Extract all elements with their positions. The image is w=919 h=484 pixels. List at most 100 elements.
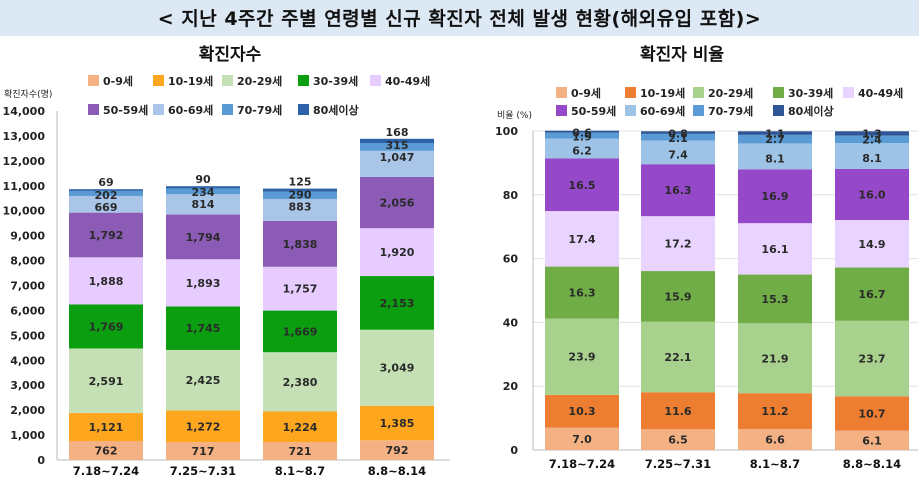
y-tick-label: 10,000	[3, 205, 46, 218]
bar-segment	[545, 211, 619, 267]
data-label: 7.0	[572, 433, 592, 446]
y-tick-label: 0	[37, 454, 45, 467]
bar-segment	[69, 212, 143, 258]
data-label: 168	[386, 126, 409, 139]
legend-swatch	[298, 75, 309, 86]
legend-label: 40-49세	[858, 86, 903, 100]
y-axis-label: 비율 (%)	[497, 110, 532, 121]
data-label: 17.2	[664, 238, 691, 251]
data-label: 0.8	[668, 127, 688, 140]
data-label: 16.7	[858, 288, 885, 301]
y-tick-label: 13,000	[3, 130, 46, 143]
bar-segment	[263, 188, 337, 192]
bar-segment	[166, 306, 240, 350]
bar-segment	[835, 430, 909, 450]
data-label: 17.4	[568, 233, 595, 246]
data-label: 1.1	[765, 127, 785, 140]
y-axis-label: 확진자수(명)	[4, 88, 52, 100]
legend-swatch	[88, 104, 99, 115]
data-label: 16.9	[761, 190, 788, 203]
bar-segment	[835, 168, 909, 221]
bar-segment	[835, 135, 909, 144]
y-tick-label: 9,000	[10, 230, 45, 243]
legend-label: 80세이상	[313, 103, 359, 117]
data-label: 11.2	[761, 405, 788, 418]
bar-segment	[360, 276, 434, 330]
bar-segment	[545, 130, 619, 133]
bar-segment	[166, 259, 240, 307]
y-tick-label: 60	[503, 253, 519, 266]
bar-segment	[69, 348, 143, 414]
legend-label: 30-39세	[313, 74, 358, 88]
bar-segment	[545, 138, 619, 159]
legend-label: 30-39세	[788, 86, 833, 100]
data-label: 2.4	[862, 133, 882, 146]
data-label: 2,380	[283, 376, 318, 389]
y-tick-label: 5,000	[10, 329, 45, 342]
data-label: 2.7	[765, 133, 785, 146]
bar-segment	[641, 131, 715, 134]
legend-label: 10-19세	[168, 74, 213, 88]
x-tick-label: 7.25~7.31	[170, 464, 236, 478]
data-label: 1,794	[186, 231, 221, 244]
bar-segment	[545, 132, 619, 139]
x-tick-label: 7.18~7.24	[73, 464, 139, 478]
legend-swatch	[153, 104, 164, 115]
legend-label: 80세이상	[788, 104, 834, 118]
bar-segment	[641, 392, 715, 430]
data-label: 11.6	[664, 405, 691, 418]
bar-segment	[69, 441, 143, 460]
data-label: 2.1	[668, 132, 688, 145]
bar-segment	[641, 140, 715, 165]
legend-label: 50-59세	[571, 104, 616, 118]
data-label: 16.1	[761, 243, 788, 256]
bar-segment	[263, 310, 337, 353]
y-tick-label: 7,000	[10, 280, 45, 293]
data-label: 1,669	[283, 325, 318, 338]
y-tick-label: 4,000	[10, 354, 45, 367]
bar-segment	[835, 320, 909, 397]
legend-swatch	[693, 87, 704, 98]
data-label: 721	[289, 445, 312, 458]
bar-segment	[738, 169, 812, 224]
chart-title: 확진자수	[199, 45, 262, 65]
data-label: 1,769	[89, 320, 124, 333]
y-tick-label: 40	[503, 316, 519, 329]
bar-segment	[69, 413, 143, 442]
bar-segment	[263, 266, 337, 311]
legend-swatch	[556, 105, 567, 116]
bar-segment	[166, 410, 240, 443]
bar-segment	[738, 143, 812, 170]
data-label: 16.3	[568, 287, 595, 300]
data-label: 669	[95, 201, 118, 214]
data-label: 3,049	[380, 362, 415, 375]
bar-segment	[360, 138, 434, 143]
data-label: 1,893	[186, 277, 221, 290]
bar-segment	[263, 411, 337, 443]
legend-label: 20-29세	[237, 74, 282, 88]
data-label: 315	[386, 139, 409, 152]
data-label: 125	[289, 176, 312, 189]
data-label: 90	[195, 173, 211, 186]
bar-segment	[738, 428, 812, 450]
data-label: 6.5	[668, 434, 688, 447]
data-label: 1,757	[283, 283, 318, 296]
data-label: 1,920	[380, 246, 415, 259]
data-label: 2,153	[380, 297, 415, 310]
data-label: 883	[289, 201, 312, 214]
x-tick-label: 8.1~8.7	[275, 464, 325, 478]
bar-segment	[263, 220, 337, 267]
bar-segment	[641, 164, 715, 217]
bar-segment	[166, 194, 240, 215]
legend-swatch	[625, 105, 636, 116]
legend-swatch	[153, 75, 164, 86]
legend-swatch	[298, 104, 309, 115]
bar-segment	[360, 440, 434, 460]
data-label: 6.1	[862, 434, 882, 447]
y-tick-label: 14,000	[3, 105, 46, 118]
bar-segment	[69, 189, 143, 191]
data-label: 717	[192, 445, 215, 458]
bar-segment	[263, 191, 337, 199]
x-tick-label: 7.18~7.24	[549, 457, 615, 471]
bar-segment	[545, 394, 619, 428]
